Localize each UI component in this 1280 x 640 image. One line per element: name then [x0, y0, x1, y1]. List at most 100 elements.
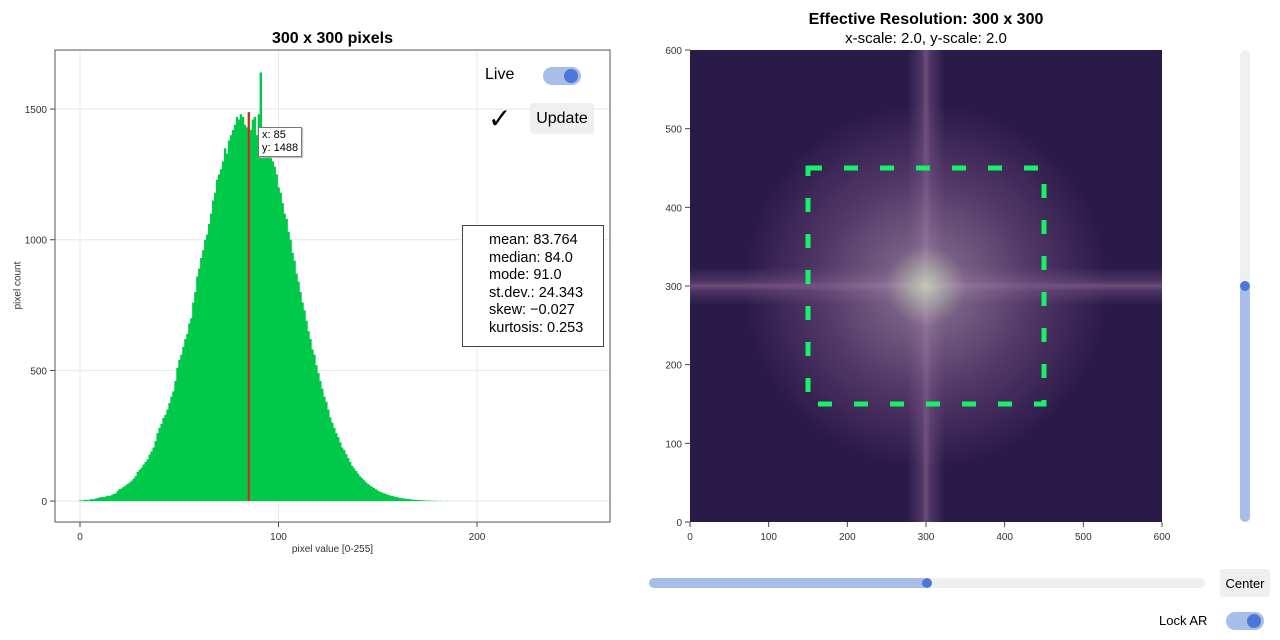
- histogram-bar: [273, 166, 276, 502]
- x-tick-label: 300: [918, 532, 935, 543]
- histogram-bar: [112, 494, 116, 502]
- y-tick-label: 600: [665, 46, 682, 57]
- lock-ar-label: Lock AR: [1159, 613, 1208, 628]
- histogram-bar: [208, 224, 211, 502]
- histogram-bar: [358, 476, 362, 502]
- histogram-bar: [235, 116, 239, 502]
- histogram-bar: [229, 135, 233, 502]
- histogram-bar: [223, 148, 227, 502]
- histogram-bar: [329, 417, 332, 502]
- histogram-bar: [190, 318, 193, 502]
- histogram-bar: [237, 119, 241, 502]
- histogram-bar: [120, 488, 124, 502]
- histogram-bar: [263, 132, 267, 502]
- histogram-bar: [283, 213, 286, 502]
- histogram-bar: [319, 380, 322, 502]
- histogram-bar: [261, 127, 265, 502]
- histogram-bar: [341, 447, 344, 502]
- selection-rectangle: [805, 165, 1047, 407]
- horizontal-slider-handle[interactable]: [922, 578, 932, 588]
- histogram-bar: [352, 468, 356, 502]
- stat-line: kurtosis: 0.253: [489, 319, 584, 336]
- histogram-bar: [346, 457, 350, 502]
- histogram-bar: [192, 302, 195, 502]
- histogram-bar: [162, 417, 165, 502]
- histogram-bar: [249, 129, 253, 502]
- y-tick-label: 300: [665, 282, 682, 293]
- histogram-bar: [279, 192, 282, 502]
- heatmap-axes: 0 100 200 300 400 500 600 0 100 200 300 400 500 600: [665, 46, 1170, 543]
- histogram-bar: [408, 499, 411, 502]
- histogram-bar: [176, 367, 179, 502]
- histogram-bar: [376, 490, 380, 502]
- histogram-bar: [245, 127, 249, 502]
- y-tick-label: 200: [665, 361, 682, 372]
- histogram-bar: [94, 498, 98, 502]
- y-tick-label: 1500: [25, 105, 48, 116]
- histogram-bar: [315, 365, 318, 502]
- y-tick-label: 0: [41, 497, 47, 508]
- histogram-bar: [132, 478, 135, 502]
- histogram-bar: [180, 354, 183, 502]
- histogram-bar: [168, 403, 171, 502]
- vertical-slider-fill: [1240, 286, 1250, 522]
- x-tick-label: 0: [687, 532, 693, 543]
- histogram-bar: [360, 478, 364, 502]
- toggle-knob: [1247, 614, 1261, 628]
- histogram-bar: [307, 331, 310, 502]
- histogram-bar: [388, 495, 392, 502]
- histogram-bar: [372, 488, 376, 502]
- histogram-bar: [202, 250, 205, 502]
- histogram-bar: [194, 292, 197, 502]
- histogram-bar: [368, 485, 372, 502]
- histogram-bar: [92, 499, 96, 502]
- histogram-bar: [426, 500, 429, 502]
- y-tick-label: 500: [665, 125, 682, 136]
- fft-heatmap[interactable]: [690, 50, 1162, 522]
- histogram-bar: [128, 482, 132, 502]
- histogram-bar: [227, 140, 231, 502]
- stat-line: median: 84.0: [489, 249, 573, 266]
- vertical-slider[interactable]: [1240, 50, 1250, 522]
- check-icon: ✓: [488, 103, 512, 134]
- histogram-bar: [144, 461, 147, 502]
- histogram-bar: [313, 354, 316, 502]
- update-button[interactable]: Update: [530, 103, 594, 134]
- histogram-bar: [345, 454, 348, 502]
- center-button[interactable]: Center: [1220, 569, 1270, 597]
- histogram-bar: [382, 493, 386, 502]
- histogram-bar: [384, 494, 388, 502]
- histogram-bar: [364, 482, 368, 502]
- horizontal-slider[interactable]: [649, 578, 1205, 588]
- histogram-bar: [231, 129, 235, 502]
- histogram-bar: [88, 499, 92, 502]
- histogram-bar: [241, 116, 245, 502]
- vertical-slider-handle[interactable]: [1240, 281, 1250, 291]
- x-tick-label: 500: [1075, 532, 1092, 543]
- histogram-bar: [265, 137, 268, 502]
- histogram-bar: [350, 465, 354, 502]
- histogram-bar: [213, 192, 217, 502]
- histogram-bar: [81, 500, 84, 502]
- x-tick-label: 200: [469, 532, 486, 543]
- histogram-bar: [108, 495, 112, 502]
- histogram-bar: [148, 454, 151, 502]
- histogram-title: 300 x 300 pixels: [272, 30, 393, 47]
- hover-tooltip: x: 85 y: 1488: [258, 127, 303, 157]
- histogram-bar: [84, 499, 88, 502]
- histogram-bar: [198, 268, 201, 502]
- histogram-bar: [239, 114, 243, 502]
- lock-ar-toggle[interactable]: [1226, 612, 1264, 630]
- histogram-bar: [122, 486, 126, 502]
- stat-line: skew: −0.027: [489, 302, 575, 318]
- histogram-bar: [420, 500, 423, 502]
- histogram-bar: [212, 200, 215, 502]
- histogram-bar: [126, 483, 130, 502]
- histogram-bar: [150, 451, 153, 502]
- histogram-bar: [293, 260, 296, 502]
- live-toggle[interactable]: [543, 67, 581, 85]
- histogram-bar: [301, 302, 304, 502]
- histogram-bar: [370, 486, 374, 502]
- histogram-bar: [134, 476, 137, 502]
- histogram-bar: [392, 496, 396, 502]
